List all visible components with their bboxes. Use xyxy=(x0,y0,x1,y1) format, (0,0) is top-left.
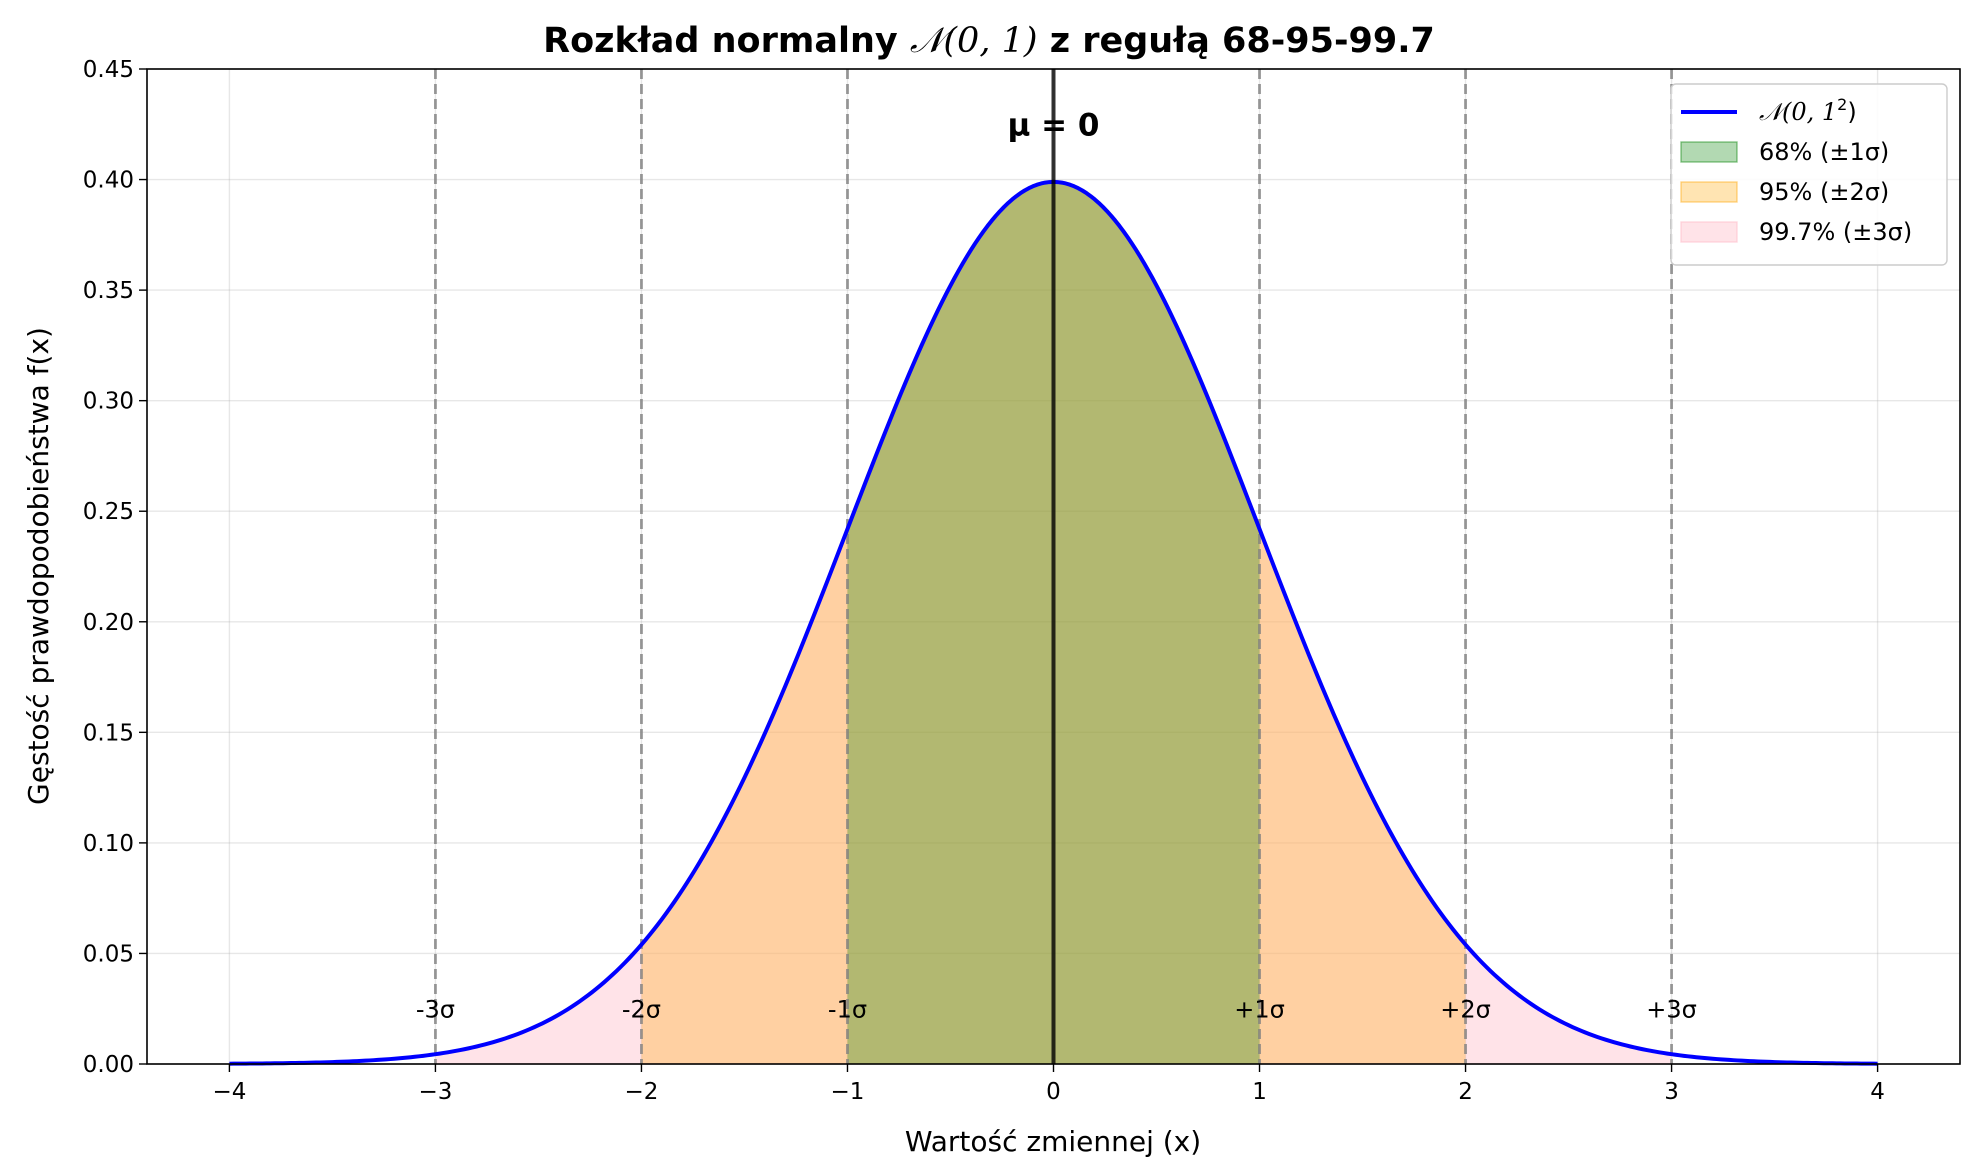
y-tick-label: 0.35 xyxy=(83,278,134,304)
x-tick-label: 1 xyxy=(1252,1079,1267,1105)
x-tick-label: 4 xyxy=(1870,1079,1885,1105)
tick-layer: −4 −3 −2 −1 0 1 2 3 4 0.00 0.05 0.10 0.15 0.20 0.25 0.3… xyxy=(83,57,1885,1105)
legend-label: 99.7% (±3σ) xyxy=(1759,218,1912,246)
sigma-label: -2σ xyxy=(622,996,661,1024)
sigma-label: -1σ xyxy=(828,996,867,1024)
x-tick-label: −2 xyxy=(625,1079,659,1105)
legend: 𝒩(0, 12) 68% (±1σ) 95% (±2σ) 99.7% (±3σ) xyxy=(1670,83,1948,266)
chart-title-suffix: z regułą 68-95-99.7 xyxy=(1050,21,1435,61)
x-tick-label: −4 xyxy=(212,1079,246,1105)
mean-label: μ = 0 xyxy=(1008,107,1100,143)
legend-patch-swatch xyxy=(1680,181,1738,203)
x-tick-label: −3 xyxy=(418,1079,452,1105)
sigma-label: +3σ xyxy=(1646,996,1697,1024)
y-tick-label: 0.40 xyxy=(83,168,134,194)
legend-label: 68% (±1σ) xyxy=(1759,138,1889,166)
legend-label: 95% (±2σ) xyxy=(1759,178,1889,206)
x-tick-label: −1 xyxy=(831,1079,865,1105)
legend-patch-swatch xyxy=(1680,141,1738,163)
sigma-label: +1σ xyxy=(1234,996,1285,1024)
sigma-label: +2σ xyxy=(1440,996,1491,1024)
x-tick-label: 3 xyxy=(1664,1079,1679,1105)
y-tick-label: 0.25 xyxy=(83,499,134,525)
legend-box xyxy=(1670,83,1948,266)
legend-label-main: 𝒩(0, 1 xyxy=(1759,98,1837,126)
y-tick-label: 0.30 xyxy=(83,389,134,415)
y-axis-title: Gęstość prawdopodobieństwa f(x) xyxy=(22,327,55,805)
x-tick-label: 2 xyxy=(1458,1079,1473,1105)
x-tick-label: 0 xyxy=(1046,1079,1061,1105)
x-axis-title: Wartość zmiennej (x) xyxy=(905,1125,1201,1158)
chart-title: Rozkład normalny 𝒩(0, 1) z regułą 68-95-… xyxy=(543,21,1435,61)
chart-title-math: 𝒩(0, 1) xyxy=(910,21,1038,61)
y-tick-label: 0.10 xyxy=(83,831,134,857)
sigma-label: -3σ xyxy=(416,996,455,1024)
y-tick-label: 0.00 xyxy=(83,1052,134,1078)
mean-line-layer: μ = 0 xyxy=(1008,69,1100,1064)
legend-label-end: ) xyxy=(1847,98,1856,126)
chart-title-prefix: Rozkład normalny xyxy=(543,21,898,61)
y-tick-label: 0.05 xyxy=(83,941,134,967)
legend-patch-swatch xyxy=(1680,221,1738,243)
y-tick-label: 0.20 xyxy=(83,610,134,636)
y-tick-label: 0.45 xyxy=(83,57,134,83)
y-tick-label: 0.15 xyxy=(83,720,134,746)
legend-label-sup: 2 xyxy=(1837,95,1847,114)
legend-label: 𝒩(0, 12) xyxy=(1759,95,1857,126)
